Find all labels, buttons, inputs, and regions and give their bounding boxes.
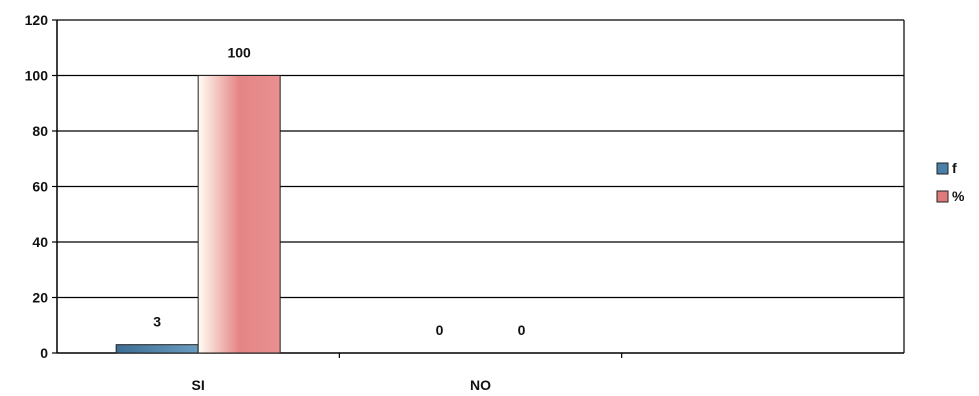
bar-pct-si xyxy=(197,75,281,354)
legend: f% xyxy=(936,160,965,204)
data-label: 100 xyxy=(227,45,251,61)
labels: 0 20 40 60 80 100 120 SI 3 100 NO 0 0 xyxy=(25,12,526,393)
legend-label: f xyxy=(952,160,957,176)
y-tick-label: 80 xyxy=(32,123,48,139)
legend-swatch xyxy=(936,190,949,203)
legend-swatch xyxy=(936,162,949,175)
gridlines xyxy=(57,19,904,299)
y-tick-label: 120 xyxy=(25,12,49,28)
y-tick-label: 20 xyxy=(32,290,48,306)
bar-f-si xyxy=(115,344,199,354)
category-label: NO xyxy=(470,377,491,393)
y-tick-label: 60 xyxy=(32,179,48,195)
y-tick-label: 0 xyxy=(40,345,48,361)
bars xyxy=(115,75,281,354)
category-label: SI xyxy=(192,377,205,393)
data-label: 0 xyxy=(436,322,444,338)
axes xyxy=(52,19,905,358)
data-label: 3 xyxy=(153,314,161,330)
data-label: 0 xyxy=(518,322,526,338)
y-tick-label: 40 xyxy=(32,234,48,250)
y-tick-label: 100 xyxy=(25,68,49,84)
legend-label: % xyxy=(952,188,965,204)
